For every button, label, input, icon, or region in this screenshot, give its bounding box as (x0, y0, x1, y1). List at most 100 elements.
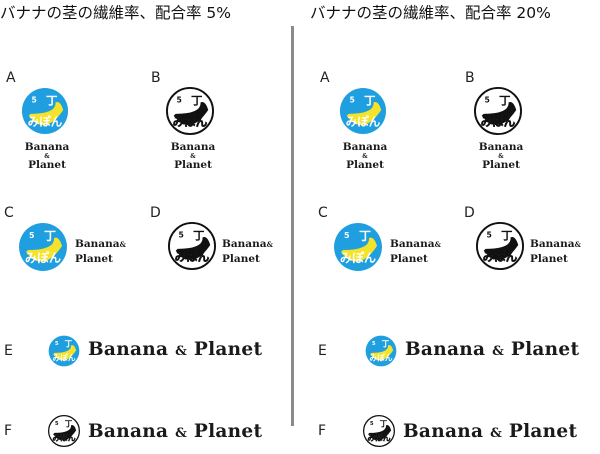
svg-text:丁: 丁 (364, 93, 376, 107)
wordmark-side: Banana& Planet (530, 237, 581, 266)
svg-text:丁: 丁 (191, 93, 203, 107)
svg-text:丁: 丁 (380, 420, 388, 429)
svg-text:5: 5 (350, 95, 355, 104)
wordmark-planet: Planet (174, 158, 212, 171)
wordmark-stacked: Banana & Planet (471, 142, 531, 170)
svg-text:丁: 丁 (499, 93, 511, 107)
wordmark-ampersand: & (266, 240, 273, 249)
svg-text:みぽん: みぽん (483, 249, 518, 263)
wordmark-wide: Banana & Planet (405, 339, 580, 360)
svg-text:みぽん: みぽん (52, 353, 75, 363)
logo-mark-mono: 5 丁みぽん (363, 415, 395, 447)
wordmark-banana: Banana (390, 238, 435, 250)
wordmark-ampersand: & (175, 344, 188, 359)
svg-text:5: 5 (32, 95, 37, 104)
variant-label: E (4, 343, 13, 359)
svg-text:丁: 丁 (501, 228, 513, 242)
svg-text:丁: 丁 (359, 229, 371, 243)
variant-label: F (4, 423, 13, 439)
svg-text:みぽん: みぽん (369, 353, 392, 363)
wordmark-planet: Planet (482, 158, 520, 171)
wordmark-planet: Planet (193, 339, 263, 360)
wordmark-ampersand: & (498, 152, 504, 160)
wordmark-ampersand: & (362, 152, 368, 160)
wordmark-planet: Planet (193, 421, 263, 442)
wordmark-banana: Banana (88, 339, 169, 360)
wordmark-ampersand: & (175, 426, 188, 441)
svg-text:みぽん: みぽん (481, 114, 516, 128)
svg-text:5: 5 (485, 95, 490, 104)
wordmark-planet: Planet (508, 421, 578, 442)
svg-text:5: 5 (487, 230, 492, 239)
wordmark-planet: Planet (510, 339, 580, 360)
svg-text:みぽん: みぽん (346, 114, 381, 128)
divider (291, 26, 294, 426)
wordmark-ampersand: & (492, 344, 505, 359)
wordmark-planet: Planet (28, 158, 66, 171)
logo-mark-color: 5 丁みぽん (21, 87, 69, 135)
svg-text:丁: 丁 (193, 228, 205, 242)
wordmark-banana: Banana (222, 238, 267, 250)
logo-mark-color: 5 丁みぽん (48, 335, 80, 367)
svg-text:5: 5 (179, 230, 184, 239)
svg-text:みぽん: みぽん (173, 114, 208, 128)
logo-mark-color: 5 丁みぽん (365, 335, 397, 367)
logo-mark-mono: 5 丁みぽん (168, 222, 216, 270)
wordmark-wide: Banana & Planet (403, 421, 578, 442)
wordmark-side: Banana& Planet (75, 237, 126, 266)
wordmark-banana: Banana (24, 141, 70, 153)
wordmark-banana: Banana (530, 238, 575, 250)
variant-label: C (4, 205, 14, 221)
variant-label: B (151, 70, 161, 86)
svg-text:みぽん: みぽん (52, 433, 75, 443)
svg-text:5: 5 (177, 95, 182, 104)
logo-mark-mono: 5 丁みぽん (166, 87, 214, 135)
logo-mark-mono: 5 丁みぽん (476, 222, 524, 270)
svg-text:丁: 丁 (44, 229, 56, 243)
variant-label: D (150, 205, 161, 221)
svg-text:みぽん: みぽん (25, 250, 61, 265)
variant-label: F (318, 423, 327, 439)
wordmark-banana: Banana (478, 141, 524, 153)
svg-text:5: 5 (55, 421, 59, 427)
svg-text:丁: 丁 (65, 420, 73, 429)
svg-text:5: 5 (29, 231, 35, 240)
wordmark-ampersand: & (574, 240, 581, 249)
svg-text:5: 5 (55, 341, 59, 347)
wordmark-planet: Planet (222, 253, 260, 265)
wordmark-side: Banana& Planet (390, 237, 441, 266)
wordmark-planet: Planet (390, 253, 428, 265)
svg-text:5: 5 (372, 341, 376, 347)
variant-label: A (6, 70, 16, 86)
panel-title: バナナの茎の繊維率、配合率 5% (0, 4, 232, 22)
variant-label: E (318, 343, 327, 359)
logo-mark-color: 5 丁みぽん (339, 87, 387, 135)
variant-label: B (465, 70, 475, 86)
wordmark-ampersand: & (44, 152, 50, 160)
svg-text:みぽん: みぽん (175, 249, 210, 263)
wordmark-ampersand: & (434, 240, 441, 249)
logo-mark-mono: 5 丁みぽん (48, 415, 80, 447)
wordmark-banana: Banana (88, 421, 169, 442)
svg-text:みぽん: みぽん (340, 250, 376, 265)
wordmark-ampersand: & (119, 240, 126, 249)
svg-text:みぽん: みぽん (367, 433, 390, 443)
svg-text:5: 5 (344, 231, 350, 240)
wordmark-planet: Planet (75, 253, 113, 265)
wordmark-ampersand: & (190, 152, 196, 160)
svg-text:みぽん: みぽん (28, 114, 63, 128)
wordmark-stacked: Banana & Planet (163, 142, 223, 170)
wordmark-banana: Banana (75, 238, 120, 250)
svg-text:丁: 丁 (65, 340, 73, 349)
svg-text:5: 5 (370, 421, 374, 427)
panel-title: バナナの茎の繊維率、配合率 20% (310, 4, 551, 22)
wordmark-wide: Banana & Planet (88, 339, 263, 360)
wordmark-banana: Banana (405, 339, 486, 360)
logo-mark-mono: 5 丁みぽん (474, 87, 522, 135)
wordmark-banana: Banana (403, 421, 484, 442)
wordmark-wide: Banana & Planet (88, 421, 263, 442)
wordmark-stacked: Banana & Planet (17, 142, 77, 170)
svg-text:丁: 丁 (46, 93, 58, 107)
wordmark-banana: Banana (170, 141, 216, 153)
wordmark-ampersand: & (490, 426, 503, 441)
